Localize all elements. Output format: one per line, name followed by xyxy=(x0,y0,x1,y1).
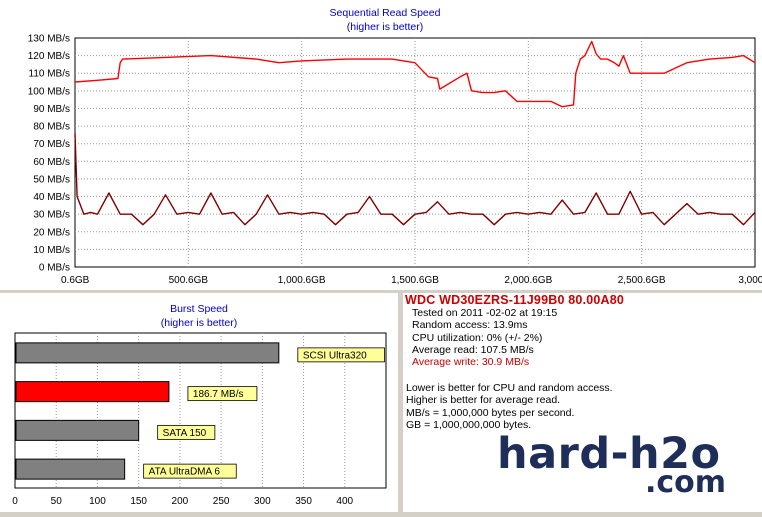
burst-chart-title: Burst Speed xyxy=(170,303,228,315)
burst-x-axis: 0 50 100 150 200 250 300 350 400 xyxy=(12,496,353,507)
burst-bar-label-box xyxy=(187,386,258,402)
burst-chart-subtitle: (higher is better) xyxy=(161,317,237,329)
seq-x-tick-label: 2,500.6GB xyxy=(618,275,666,286)
burst-x-tick-label: 200 xyxy=(172,496,189,507)
average-write: Average write: 30.9 MB/s xyxy=(412,356,530,369)
seq-y-tick-label: 30 MB/s xyxy=(33,210,70,221)
average-read: Average read: 107.5 MB/s xyxy=(412,343,534,356)
seq-x-tick-label: 0.6GB xyxy=(61,275,90,286)
seq-chart-title: Sequential Read Speed xyxy=(330,7,441,19)
burst-x-tick-label: 300 xyxy=(254,496,271,507)
drive-info-panel: WDC WD30EZRS-11J99B0 80.00A80 Tested on … xyxy=(403,293,762,512)
burst-bar-label-box xyxy=(297,347,385,363)
cpu-utilization: CPU utilization: 0% (+/- 2%) xyxy=(412,331,543,344)
site-watermark: hard-h2o .com xyxy=(497,431,762,511)
seq-y-tick-label: 10 MB/s xyxy=(33,245,70,256)
burst-bar xyxy=(15,458,126,480)
seq-y-tick-label: 40 MB/s xyxy=(33,192,70,203)
burst-bar-label-box xyxy=(157,424,216,440)
burst-bar xyxy=(15,342,280,364)
burst-bar-label: 186.7 MB/s xyxy=(193,389,244,400)
watermark-name: hard-h2o xyxy=(497,429,721,479)
note-mbs: MB/s = 1,000,000 bytes per second. xyxy=(406,406,575,419)
burst-bar xyxy=(15,381,170,403)
seq-y-tick-label: 50 MB/s xyxy=(33,174,70,185)
note-gb: GB = 1,000,000,000 bytes. xyxy=(406,418,532,431)
burst-speed-panel: Burst Speed (higher is better) SCSI Ultr… xyxy=(0,293,398,512)
seq-read-series-line xyxy=(74,40,756,108)
seq-y-tick-label: 60 MB/s xyxy=(33,157,70,168)
burst-bar-label: ATA UltraDMA 6 xyxy=(149,467,221,478)
drive-model: WDC WD30EZRS-11J99B0 80.00A80 xyxy=(405,293,625,307)
burst-bar-label: SATA 150 xyxy=(163,428,207,439)
seq-chart-subtitle: (higher is better) xyxy=(347,21,423,33)
notes: Lower is better for CPU and random acces… xyxy=(403,382,762,431)
seq-series xyxy=(74,40,756,226)
seq-y-tick-label: 120 MB/s xyxy=(28,51,70,62)
note-read: Higher is better for average read. xyxy=(406,394,561,407)
burst-x-tick-label: 250 xyxy=(213,496,230,507)
seq-y-tick-label: 0 MB/s xyxy=(39,263,70,274)
random-access: Random access: 13.9ms xyxy=(412,319,528,332)
sequential-read-chart: Sequential Read Speed (higher is better)… xyxy=(28,7,762,286)
note-cpu: Lower is better for CPU and random acces… xyxy=(406,382,613,395)
seq-y-tick-label: 130 MB/s xyxy=(28,34,70,45)
burst-x-tick-label: 400 xyxy=(336,496,353,507)
seq-y-tick-label: 90 MB/s xyxy=(33,104,70,115)
burst-bars: SCSI Ultra320 186.7 MB/s SATA 150 ATA Ultra… xyxy=(15,342,385,480)
burst-bar-label-box xyxy=(143,463,237,479)
seq-x-tick-label: 500.6GB xyxy=(169,275,209,286)
seq-write-series-line xyxy=(74,133,756,226)
seq-y-tick-label: 20 MB/s xyxy=(33,227,70,238)
burst-x-tick-label: 150 xyxy=(130,496,147,507)
burst-x-tick-label: 100 xyxy=(89,496,106,507)
seq-x-axis: 0.6GB 500.6GB 1,000.6GB 1,500.6GB 2,000.6GB 2… xyxy=(61,275,762,286)
seq-x-tick-label: 1,000.6GB xyxy=(278,275,326,286)
burst-x-tick-label: 50 xyxy=(51,496,63,507)
burst-bar-label: SCSI Ultra320 xyxy=(303,350,367,361)
watermark-domain: .com xyxy=(645,465,727,500)
seq-y-tick-label: 70 MB/s xyxy=(33,139,70,150)
seq-y-tick-label: 110 MB/s xyxy=(29,69,71,80)
seq-x-tick-label: 2,000.6GB xyxy=(504,275,552,286)
seq-y-tick-label: 100 MB/s xyxy=(28,86,70,97)
sequential-read-panel: Sequential Read Speed (higher is better)… xyxy=(0,0,762,290)
seq-y-tick-label: 80 MB/s xyxy=(33,122,70,133)
seq-y-axis: 0 MB/s 10 MB/s 20 MB/s 30 MB/s 40 MB/s 50 MB/… xyxy=(28,34,70,274)
burst-x-tick-label: 350 xyxy=(295,496,312,507)
burst-bar xyxy=(15,419,140,441)
burst-speed-chart: Burst Speed (higher is better) SCSI Ultr… xyxy=(12,303,387,507)
burst-x-tick-label: 0 xyxy=(12,496,18,507)
seq-x-tick-label: 1,500.6GB xyxy=(391,275,439,286)
tested-date: Tested on 2011 -02-02 at 19:15 xyxy=(412,307,558,320)
seq-x-tick-label: 3,000.6 xyxy=(738,275,762,286)
